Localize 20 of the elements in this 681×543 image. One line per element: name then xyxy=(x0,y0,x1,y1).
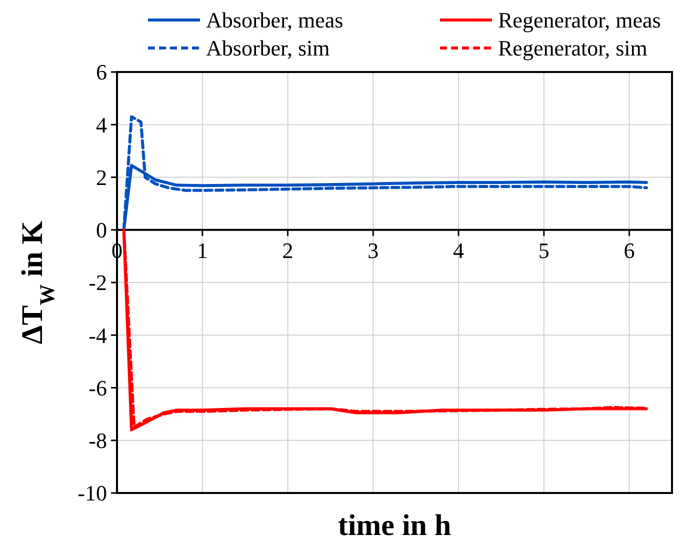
y-tick-label: 6 xyxy=(96,60,107,85)
y-tick-label: -10 xyxy=(78,480,107,506)
y-tick-label: 0 xyxy=(96,218,107,243)
legend-label: Regenerator, meas xyxy=(498,8,661,33)
y-tick-label: -4 xyxy=(88,322,107,348)
x-tick-label: 1 xyxy=(196,238,208,263)
y-tick-label: -8 xyxy=(88,428,107,454)
x-tick-label: 4 xyxy=(453,238,464,263)
y-tick-label: -2 xyxy=(88,270,107,296)
y-tick-label: 2 xyxy=(96,164,107,190)
y-tick-label: -6 xyxy=(88,375,107,400)
legend-label: Absorber, sim xyxy=(206,36,330,61)
legend-label: Absorber, meas xyxy=(206,8,344,33)
x-tick-label: 6 xyxy=(624,238,635,263)
x-tick-label: 5 xyxy=(538,238,550,263)
y-tick-label: 4 xyxy=(96,112,107,138)
legend-label: Regenerator, sim xyxy=(498,36,648,61)
x-tick-label: 2 xyxy=(282,238,294,263)
x-tick-label: 3 xyxy=(368,238,379,263)
x-axis-title: time in h xyxy=(338,509,452,542)
